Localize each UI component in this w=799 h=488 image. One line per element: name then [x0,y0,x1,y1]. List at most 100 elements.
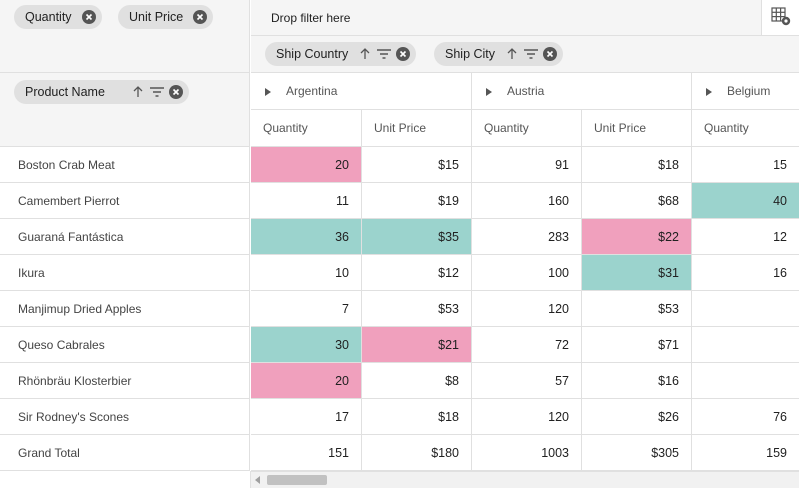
column-header-austria[interactable]: Austria [472,73,692,110]
table-cell[interactable]: $35 [362,219,472,255]
table-cell[interactable]: $18 [362,399,472,435]
country-label: Austria [507,84,545,98]
table-cell[interactable]: $8 [362,363,472,399]
filter-icon[interactable] [523,47,539,61]
sort-ascending-icon[interactable] [358,47,372,61]
chip-label: Ship Country [276,47,349,61]
measure-header[interactable]: Unit Price [582,110,692,147]
table-cell[interactable]: $180 [362,435,472,471]
table-cell[interactable]: 57 [472,363,582,399]
rows-panel: Product Name [0,73,250,147]
chip-quantity[interactable]: Quantity [14,5,102,29]
table-cell[interactable]: 20 [251,147,362,183]
table-cell[interactable] [692,327,799,363]
drop-filter-text: Drop filter here [271,11,351,25]
table-cell[interactable]: $19 [362,183,472,219]
row-header[interactable]: Camembert Pierrot [0,183,250,219]
measure-header[interactable]: Quantity [472,110,582,147]
sort-ascending-icon[interactable] [131,85,145,99]
column-header-belgium[interactable]: Belgium [692,73,799,110]
measure-label: Unit Price [594,121,647,135]
horizontal-scrollbar[interactable] [251,471,799,488]
measure-label: Quantity [263,121,308,135]
measures-panel: Quantity Unit Price [0,0,250,73]
row-header[interactable]: Rhönbräu Klosterbier [0,363,250,399]
table-cell[interactable] [692,363,799,399]
table-cell[interactable]: 160 [472,183,582,219]
table-cell[interactable] [692,291,799,327]
table-cell[interactable]: 100 [472,255,582,291]
table-cell[interactable]: 11 [251,183,362,219]
measure-header[interactable]: Quantity [692,110,799,147]
measure-header[interactable]: Unit Price [362,110,472,147]
table-cell[interactable]: 1003 [472,435,582,471]
chip-product-name[interactable]: Product Name [14,80,189,104]
measure-label: Quantity [484,121,529,135]
remove-icon[interactable] [81,10,96,24]
table-cell[interactable]: 36 [251,219,362,255]
expand-arrow-icon[interactable] [706,87,712,96]
filter-icon[interactable] [149,85,165,99]
row-header[interactable]: Queso Cabrales [0,327,250,363]
table-cell[interactable]: 15 [692,147,799,183]
row-header[interactable]: Sir Rodney's Scones [0,399,250,435]
table-cell[interactable]: 30 [251,327,362,363]
chip-label: Ship City [445,47,496,61]
remove-icon[interactable] [193,10,208,24]
chip-label: Product Name [25,85,105,99]
table-cell[interactable]: $16 [582,363,692,399]
table-cell[interactable]: $53 [362,291,472,327]
expand-arrow-icon[interactable] [486,87,492,96]
remove-icon[interactable] [396,47,411,61]
measure-header[interactable]: Quantity [251,110,362,147]
row-header[interactable]: Boston Crab Meat [0,147,250,183]
remove-icon[interactable] [543,47,558,61]
chip-unit-price[interactable]: Unit Price [118,5,214,29]
table-cell[interactable]: $68 [582,183,692,219]
table-cell[interactable]: 76 [692,399,799,435]
table-cell[interactable]: 40 [692,183,799,219]
filter-drop-area[interactable]: Drop filter here [251,0,761,36]
corner-spacer [0,471,251,488]
table-cell[interactable]: $15 [362,147,472,183]
table-cell[interactable]: 91 [472,147,582,183]
table-cell[interactable]: $26 [582,399,692,435]
sort-ascending-icon[interactable] [505,47,519,61]
scroll-left-arrow-icon[interactable] [255,476,260,484]
remove-icon[interactable] [168,85,183,99]
table-cell[interactable]: 283 [472,219,582,255]
grand-total-label[interactable]: Grand Total [0,435,250,471]
table-cell[interactable]: $53 [582,291,692,327]
scroll-thumb[interactable] [267,475,327,485]
chip-ship-city[interactable]: Ship City [434,42,564,66]
table-cell[interactable]: $12 [362,255,472,291]
chip-label: Unit Price [129,10,184,24]
row-header[interactable]: Manjimup Dried Apples [0,291,250,327]
table-cell[interactable]: 20 [251,363,362,399]
chip-ship-country[interactable]: Ship Country [265,42,417,66]
table-cell[interactable]: 16 [692,255,799,291]
table-cell[interactable]: $31 [582,255,692,291]
table-cell[interactable]: $305 [582,435,692,471]
country-label: Belgium [727,84,771,98]
table-cell[interactable]: 151 [251,435,362,471]
row-header[interactable]: Guaraná Fantástica [0,219,250,255]
table-cell[interactable]: 12 [692,219,799,255]
table-cell[interactable]: 120 [472,399,582,435]
row-header[interactable]: Ikura [0,255,250,291]
table-cell[interactable]: 159 [692,435,799,471]
table-cell[interactable]: $21 [362,327,472,363]
column-header-argentina[interactable]: Argentina [251,73,472,110]
table-cell[interactable]: $71 [582,327,692,363]
table-cell[interactable]: 7 [251,291,362,327]
table-cell[interactable]: $22 [582,219,692,255]
table-cell[interactable]: 72 [472,327,582,363]
expand-arrow-icon[interactable] [265,87,271,96]
table-cell[interactable]: 120 [472,291,582,327]
table-cell[interactable]: 10 [251,255,362,291]
pivot-settings-button[interactable] [761,0,799,36]
table-cell[interactable]: $18 [582,147,692,183]
table-cell[interactable]: 17 [251,399,362,435]
measure-label: Quantity [704,121,749,135]
filter-icon[interactable] [376,47,392,61]
